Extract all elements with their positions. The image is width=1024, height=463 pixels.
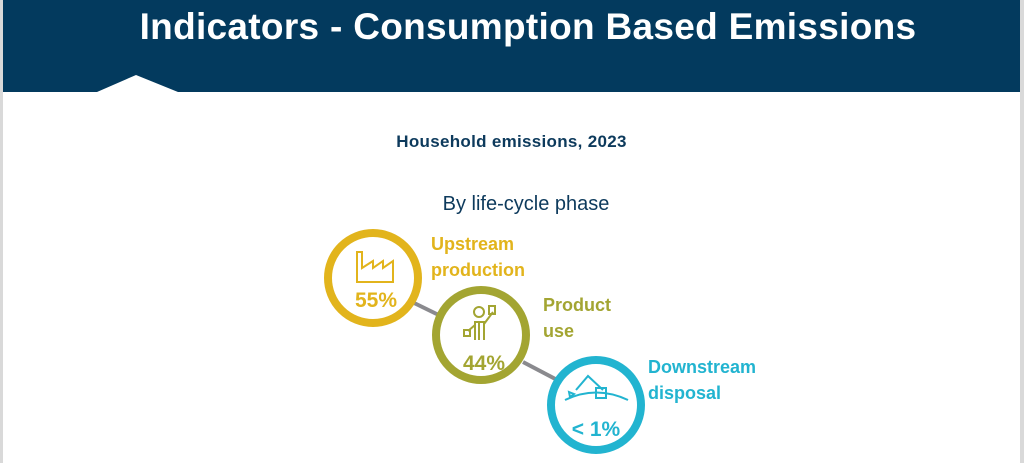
- label-disposal: Downstream disposal: [648, 354, 756, 406]
- factory-icon: [356, 251, 394, 283]
- page-title: Indicators - Consumption Based Emissions: [139, 6, 917, 47]
- value-upstream: 55%: [355, 289, 397, 312]
- header-notch: [97, 75, 178, 92]
- label-line: Product: [543, 295, 612, 315]
- value-use: 44%: [463, 352, 505, 375]
- phase-circle-disposal: [547, 356, 645, 454]
- label-line: use: [543, 321, 575, 341]
- excavator-icon: [564, 374, 629, 401]
- value-disposal: < 1%: [572, 418, 621, 441]
- person-using-product-icon: [463, 305, 496, 340]
- header-banner: Indicators - Consumption Based Emissions: [3, 0, 1020, 92]
- phase-circle-use: [432, 286, 530, 384]
- chart-subtitle: Household emissions, 2023: [396, 132, 627, 151]
- label-line: production: [431, 260, 525, 280]
- phase-circle-upstream: [324, 229, 422, 327]
- label-line: Upstream: [431, 234, 515, 254]
- label-upstream: Upstream production: [431, 231, 525, 283]
- label-use: Product use: [543, 292, 611, 344]
- label-line: disposal: [648, 383, 722, 403]
- section-title: By life-cycle phase: [442, 193, 610, 215]
- slide: Indicators - Consumption Based Emissions…: [3, 0, 1020, 463]
- lifecycle-diagram: 55% 44% < 1%: [324, 229, 645, 454]
- label-line: Downstream: [648, 357, 757, 377]
